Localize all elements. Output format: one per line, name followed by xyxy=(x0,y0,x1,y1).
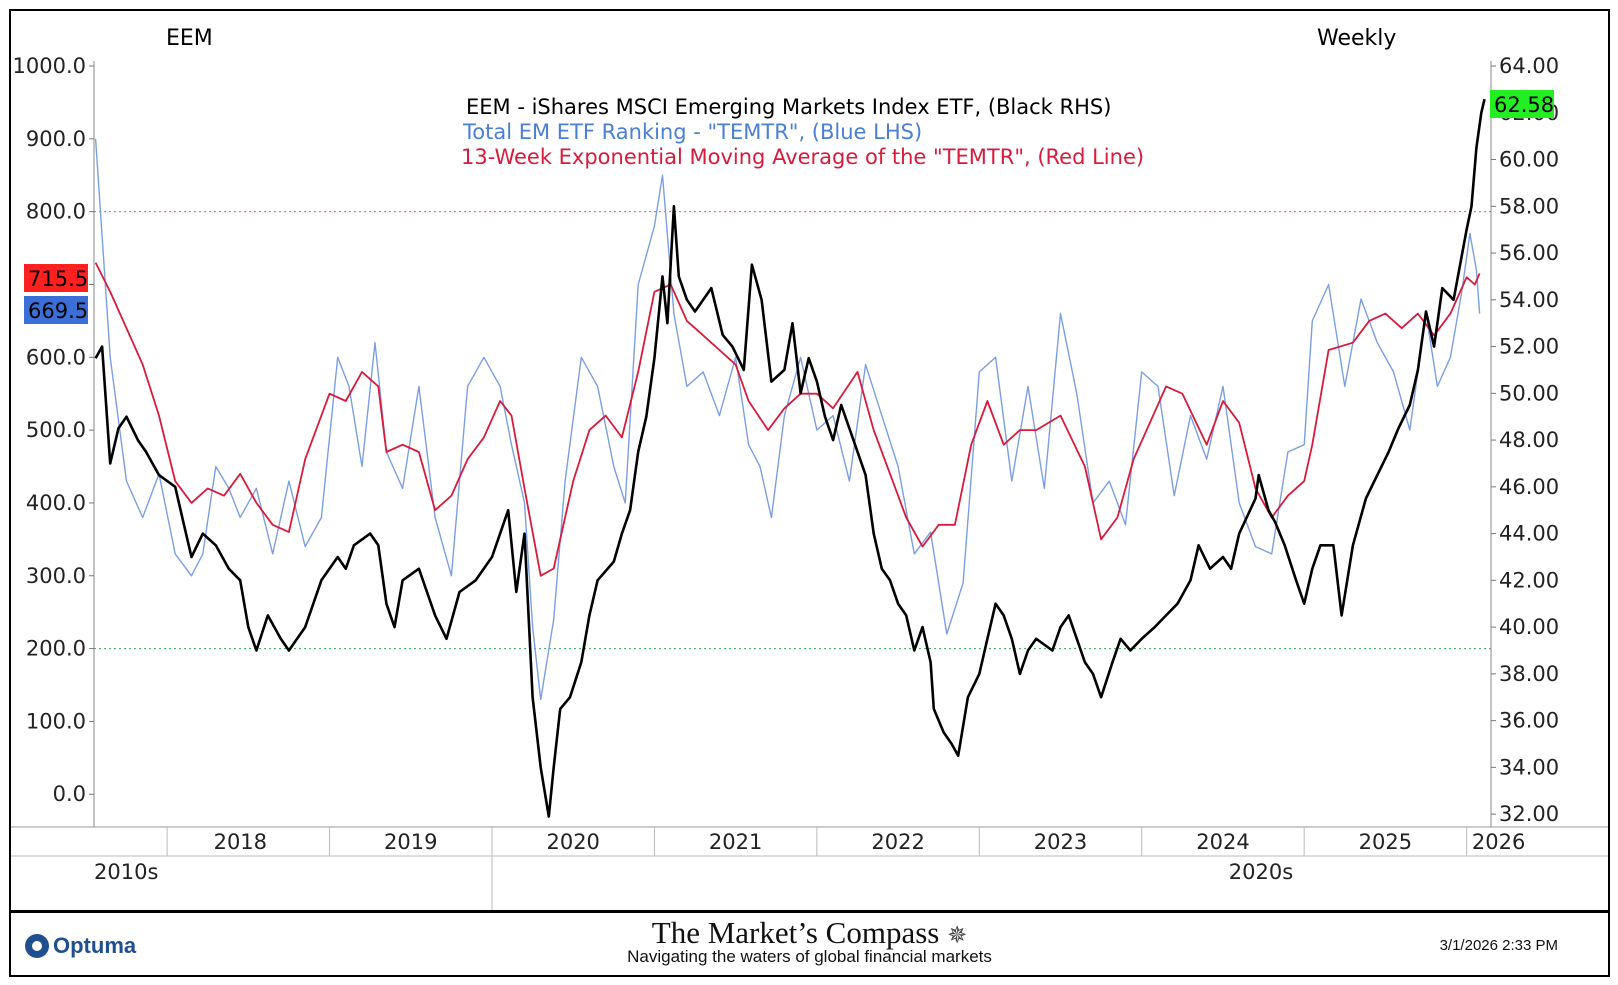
brand-title-text: The Market’s Compass xyxy=(651,915,940,950)
year-label: 2024 xyxy=(1196,830,1249,854)
left-tick-label: 100.0 xyxy=(26,709,86,733)
optuma-logo-text: Optuma xyxy=(53,933,137,958)
series-line-13-week-ema-of-temtr xyxy=(94,262,1481,577)
right-tick-label: 32.00 xyxy=(1499,802,1559,826)
timestamp: 3/1/2026 2:33 PM xyxy=(1439,937,1558,954)
year-label: 2021 xyxy=(709,830,762,854)
right-tick-label: 34.00 xyxy=(1499,755,1559,779)
year-label: 2022 xyxy=(871,830,924,854)
right-tick-label: 44.00 xyxy=(1499,522,1559,546)
badge-blue-bg xyxy=(24,296,88,324)
right-tick-label: 46.00 xyxy=(1499,475,1559,499)
frequency-label: Weekly xyxy=(1317,26,1396,51)
right-tick-label: 50.00 xyxy=(1499,381,1559,405)
year-label: 2019 xyxy=(384,830,437,854)
year-label: 2020 xyxy=(546,830,599,854)
legend-eem: EEM - iShares MSCI Emerging Markets Inde… xyxy=(466,95,1111,119)
right-tick-label: 52.00 xyxy=(1499,335,1559,359)
chart-frame: 0.0100.0200.0300.0400.0500.0600.0700.080… xyxy=(9,9,1610,912)
series-layer xyxy=(94,98,1486,818)
badge-green-value: 62.58 xyxy=(1494,93,1554,117)
footer: Optuma The Market’s Compass ✵ Navigating… xyxy=(9,911,1610,977)
right-tick-label: 60.00 xyxy=(1499,148,1559,172)
right-tick-label: 42.00 xyxy=(1499,568,1559,592)
badge-green-bg xyxy=(1490,90,1554,118)
left-tick-label: 600.0 xyxy=(26,345,86,369)
left-tick-label: 400.0 xyxy=(26,491,86,515)
year-label: 2023 xyxy=(1034,830,1087,854)
right-tick-label: 58.00 xyxy=(1499,194,1559,218)
reference-lines xyxy=(94,211,1491,650)
year-label: 2018 xyxy=(214,830,267,854)
axis-layer: 0.0100.0200.0300.0400.0500.0600.0700.080… xyxy=(11,54,1608,910)
optuma-logo: Optuma xyxy=(25,933,136,959)
chart-svg: 0.0100.0200.0300.0400.0500.0600.0700.080… xyxy=(11,26,1608,910)
optuma-logo-icon xyxy=(25,934,49,958)
right-tick-label: 40.00 xyxy=(1499,615,1559,639)
compass-rose-icon: ✵ xyxy=(947,923,968,949)
right-tick-label: 38.00 xyxy=(1499,662,1559,686)
badge-blue-value: 669.5 xyxy=(28,299,88,323)
year-label: 2025 xyxy=(1359,830,1412,854)
badge-red-value: 715.5 xyxy=(28,267,88,291)
ticker-label: EEM xyxy=(166,26,213,51)
right-tick-label: 54.00 xyxy=(1499,288,1559,312)
brand: The Market’s Compass ✵ Navigating the wa… xyxy=(11,915,1608,967)
value-badges: 715.5 669.5 62.58 xyxy=(24,90,1554,324)
decade-label: 2010s xyxy=(94,860,158,884)
brand-tagline: Navigating the waters of global financia… xyxy=(627,947,992,966)
left-tick-label: 800.0 xyxy=(26,200,86,224)
badge-red-bg xyxy=(24,264,88,292)
legend: EEM - iShares MSCI Emerging Markets Inde… xyxy=(461,95,1144,169)
series-line-temtr xyxy=(94,138,1481,701)
right-tick-label: 48.00 xyxy=(1499,428,1559,452)
year-label: 2026 xyxy=(1472,830,1525,854)
left-tick-label: 500.0 xyxy=(26,418,86,442)
right-tick-label: 56.00 xyxy=(1499,241,1559,265)
brand-title: The Market’s Compass ✵ xyxy=(11,915,1608,951)
legend-ema: 13-Week Exponential Moving Average of th… xyxy=(461,145,1144,169)
left-tick-label: 300.0 xyxy=(26,564,86,588)
decade-label: 2020s xyxy=(1229,860,1293,884)
left-tick-label: 900.0 xyxy=(26,127,86,151)
left-tick-label: 0.0 xyxy=(53,782,86,806)
left-tick-label: 1000.0 xyxy=(13,54,86,78)
series-line-eem xyxy=(94,98,1486,818)
right-tick-label: 36.00 xyxy=(1499,709,1559,733)
right-tick-label: 64.00 xyxy=(1499,54,1559,78)
left-tick-label: 200.0 xyxy=(26,637,86,661)
legend-temtr: Total EM ETF Ranking - "TEMTR", (Blue LH… xyxy=(462,120,922,144)
